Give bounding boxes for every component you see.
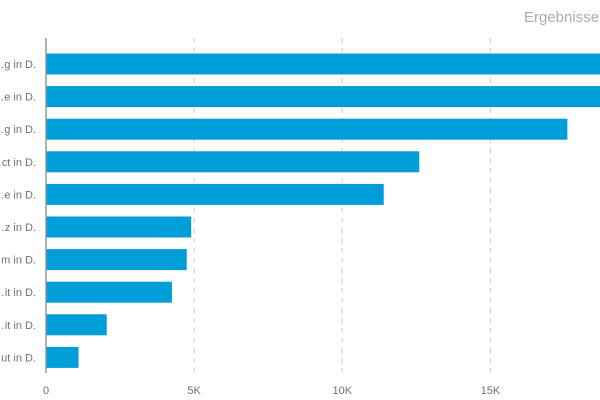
category-label-1: …e in D. [0, 92, 36, 104]
bar-2 [46, 118, 568, 140]
x-tick-label-3: 15K [481, 385, 501, 397]
category-label-6: …m in D. [0, 255, 36, 267]
bar-7 [46, 281, 172, 303]
bar-8 [46, 314, 107, 336]
category-label-8: …it in D. [0, 320, 36, 332]
bar-9 [46, 346, 79, 368]
category-label-0: …g in D. [0, 59, 36, 71]
category-label-9: …ut in D. [0, 352, 36, 364]
bar-3 [46, 151, 420, 173]
chart-title: Ergebnisse [524, 9, 600, 26]
x-tick-label-1: 5K [187, 385, 201, 397]
x-tick-label-2: 10K [332, 385, 352, 397]
category-label-5: …z in D. [0, 222, 36, 234]
category-label-7: …it in D. [0, 287, 36, 299]
bar-1 [46, 86, 600, 108]
category-label-2: …g in D. [0, 124, 36, 136]
bar-6 [46, 249, 187, 271]
bar-4 [46, 183, 384, 205]
x-tick-label-0: 0 [43, 385, 49, 397]
category-label-4: …e in D. [0, 189, 36, 201]
bar-0 [46, 53, 600, 75]
bar-5 [46, 216, 192, 238]
category-label-3: …ct in D. [0, 157, 36, 169]
